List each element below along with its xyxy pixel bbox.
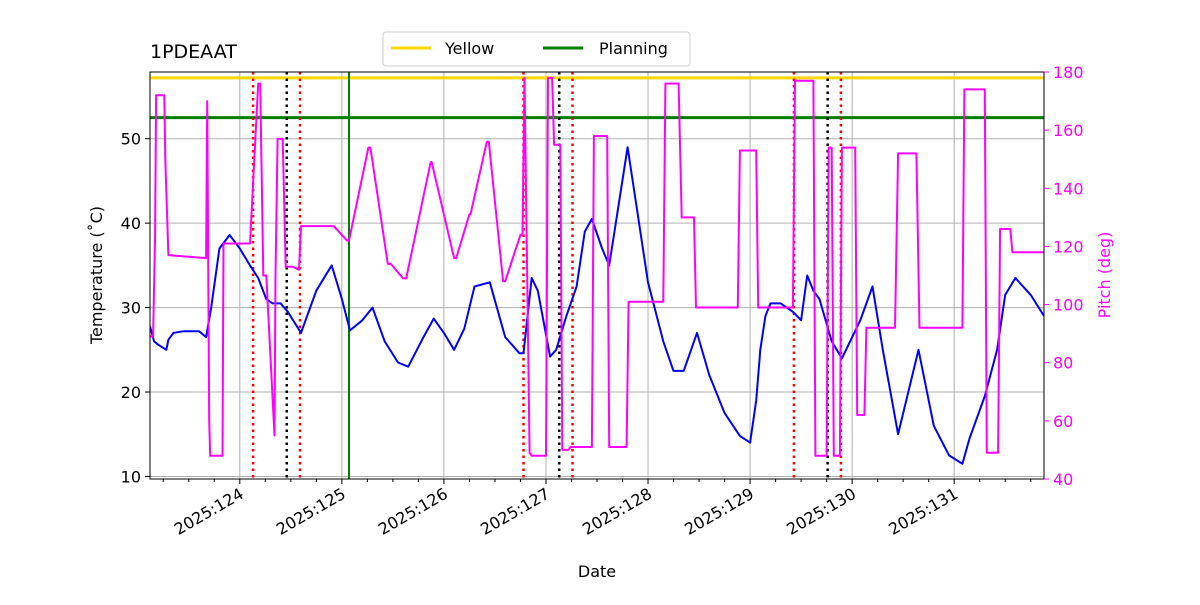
x-axis-label: Date <box>578 562 616 581</box>
series-line-pitch <box>150 76 1044 457</box>
y-right-tick-label: 100 <box>1053 296 1084 315</box>
legend-label-yellow: Yellow <box>444 39 494 58</box>
y-left-tick-label: 20 <box>121 383 141 402</box>
legend: Yellow Planning <box>382 31 691 67</box>
y-left-axis-label: Temperature (˚C) <box>87 206 106 345</box>
y-right-tick-label: 160 <box>1053 121 1084 140</box>
y-left-tick-label: 10 <box>121 467 141 486</box>
y-right-tick-label: 180 <box>1053 63 1084 82</box>
y-right-tick-label: 80 <box>1053 354 1073 373</box>
legend-box <box>382 31 691 67</box>
chart-title: 1PDEAAT <box>150 41 237 63</box>
y-left-tick-label: 50 <box>121 130 141 149</box>
y-right-axis-ticks: 40 60 80 100 120 140 160 180 <box>1044 63 1084 489</box>
series-line-temperature <box>150 146 1044 465</box>
y-right-tick-label: 40 <box>1053 470 1073 489</box>
y-left-tick-label: 30 <box>121 299 141 318</box>
legend-label-planning: Planning <box>599 39 668 58</box>
series-lines <box>150 76 1044 465</box>
y-left-tick-label: 40 <box>121 214 141 233</box>
y-left-axis-ticks: 10 20 30 40 50 <box>121 130 150 486</box>
y-right-tick-label: 120 <box>1053 237 1084 256</box>
y-right-tick-label: 60 <box>1053 412 1073 431</box>
y-right-axis-label: Pitch (deg) <box>1095 232 1114 319</box>
y-right-tick-label: 140 <box>1053 179 1084 198</box>
